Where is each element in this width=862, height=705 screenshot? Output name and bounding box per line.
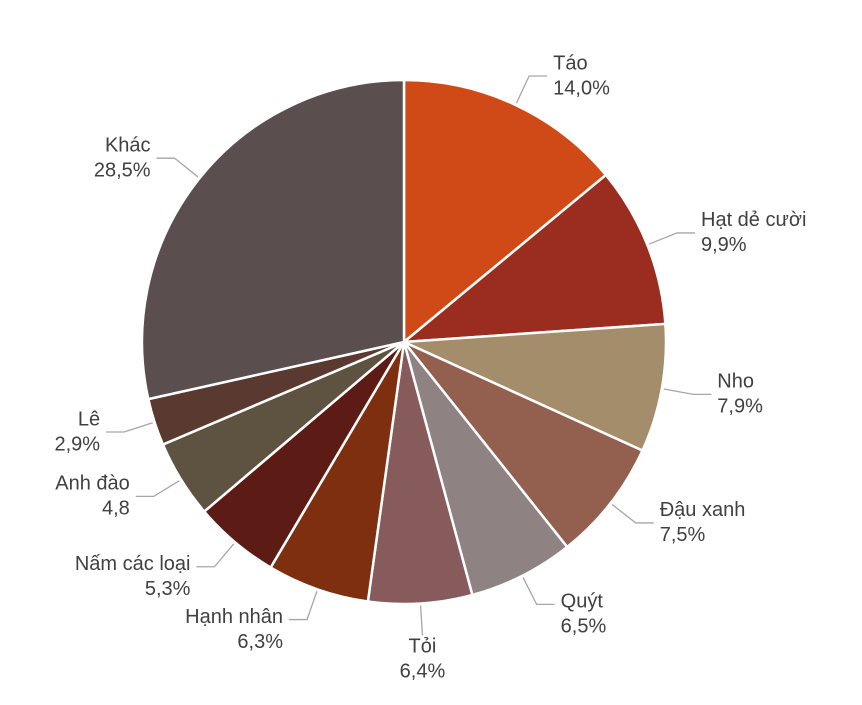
pie-slice — [403, 322, 668, 453]
slice-label: Táo — [553, 52, 587, 74]
slice-value-label: 5,3% — [145, 578, 191, 600]
leader-line — [289, 591, 318, 621]
leader-line — [515, 75, 548, 104]
slice-label: Đậu xanh — [660, 499, 746, 521]
leader-line — [522, 577, 555, 606]
leader-line — [663, 388, 712, 396]
slice-label: Lê — [78, 408, 100, 430]
slice-label: Nấm các loại — [75, 553, 191, 575]
slice-value-label: 7,9% — [717, 396, 763, 418]
slice-value-label: 4,8 — [102, 498, 130, 520]
slice-value-label: 28,5% — [94, 159, 151, 181]
leader-line — [156, 157, 199, 178]
slice-label: Hạnh nhân — [185, 606, 283, 628]
leader-line — [196, 543, 235, 568]
pie-slice — [402, 78, 608, 345]
leader-line — [106, 422, 153, 433]
leader-line — [611, 503, 654, 524]
slice-label: Tỏi — [409, 636, 437, 658]
slice-label: Quýt — [561, 591, 604, 613]
slice-label: Hạt dẻ cười — [701, 209, 806, 231]
slice-label: Anh đào — [55, 473, 130, 495]
slice-value-label: 9,9% — [701, 234, 747, 256]
slice-value-label: 2,9% — [55, 433, 101, 455]
slice-value-label: 6,5% — [561, 616, 607, 638]
pie-slice — [403, 340, 645, 549]
leader-line — [648, 232, 696, 245]
slice-label: Nho — [717, 371, 754, 393]
pie-slice — [140, 78, 406, 401]
leader-line — [135, 480, 180, 498]
leader-line — [419, 605, 424, 636]
pie-slice — [400, 173, 667, 344]
slice-value-label: 7,5% — [660, 524, 706, 546]
slice-value-label: 6,3% — [237, 631, 283, 653]
slice-label: Khác — [105, 134, 151, 156]
slice-value-label: 6,4% — [400, 661, 446, 683]
slice-value-label: 14,0% — [553, 77, 610, 99]
